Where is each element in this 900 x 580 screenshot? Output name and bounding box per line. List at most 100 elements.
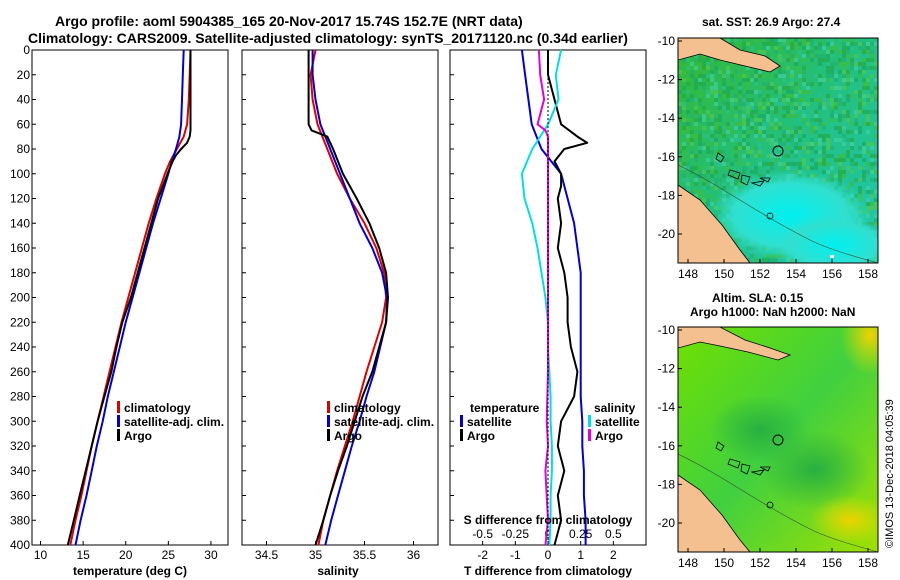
sst-pixel <box>838 94 842 98</box>
sst-pixel <box>846 50 850 54</box>
sst-pixel <box>746 110 750 114</box>
sst-pixel <box>810 50 814 54</box>
sst-pixel <box>842 86 846 90</box>
sst-pixel <box>838 138 842 142</box>
sst-pixel <box>754 82 758 86</box>
sst-pixel <box>814 142 818 146</box>
sst-pixel <box>698 138 702 142</box>
sst-pixel <box>766 102 770 106</box>
sst-pixel <box>830 170 834 174</box>
sst-pixel <box>830 154 834 158</box>
sst-pixel <box>742 98 746 102</box>
sst-pixel <box>746 162 750 166</box>
sst-pixel <box>862 150 866 154</box>
sst-pixel <box>738 126 742 130</box>
sst-pixel <box>770 154 774 158</box>
depth-tick-label: 400 <box>10 538 30 552</box>
sst-pixel <box>706 90 710 94</box>
sst-pixel <box>754 146 758 150</box>
sst-pixel <box>698 94 702 98</box>
depth-tick-label: 160 <box>10 241 30 255</box>
sst-pixel <box>730 162 734 166</box>
sst-pixel <box>822 106 826 110</box>
sst-pixel <box>850 158 854 162</box>
sst-pixel <box>822 98 826 102</box>
sst-pixel <box>702 70 706 74</box>
sst-pixel <box>842 46 846 50</box>
depth-axis: 0 20 40 60 80 100 120 140 160 180 200 220 240 260 280 3… <box>10 43 454 552</box>
sst-pixel <box>694 66 698 70</box>
sst-pixel <box>726 166 730 170</box>
sst-pixel <box>682 158 686 162</box>
sst-pixel <box>830 78 834 82</box>
sst-pixel <box>686 78 690 82</box>
sst-pixel <box>702 118 706 122</box>
sst-pixel <box>722 182 726 186</box>
sst-pixel <box>726 122 730 126</box>
sst-pixel <box>690 134 694 138</box>
sst-pixel <box>858 110 862 114</box>
sst-pixel <box>830 102 834 106</box>
sst-pixel <box>698 170 702 174</box>
sst-pixel <box>726 158 730 162</box>
sst-pixel <box>874 126 878 130</box>
sst-pixel <box>766 46 770 50</box>
sst-pixel <box>738 90 742 94</box>
sst-pixel <box>730 102 734 106</box>
sst-pixel <box>782 142 786 146</box>
sst-pixel <box>842 42 846 46</box>
sst-pixel <box>714 146 718 150</box>
lon-tick-label: 152 <box>750 267 770 281</box>
sst-pixel <box>702 198 706 202</box>
sst-pixel <box>718 130 722 134</box>
sst-pixel <box>702 126 706 130</box>
sst-pixel <box>730 174 734 178</box>
sst-pixel <box>698 82 702 86</box>
legend-swatch-s-argo <box>588 429 591 441</box>
sst-pixel <box>750 258 754 262</box>
sst-pixel <box>730 138 734 142</box>
sst-pixel <box>874 142 878 146</box>
sst-pixel <box>830 42 834 46</box>
sst-pixel <box>710 150 714 154</box>
sst-pixel <box>746 82 750 86</box>
sst-pixel <box>814 110 818 114</box>
sst-pixel <box>818 118 822 122</box>
sst-pixel <box>714 138 718 142</box>
sst-pixel <box>710 98 714 102</box>
lat-tick-label: -16 <box>658 439 676 453</box>
x-tick-label: 0 <box>545 548 552 562</box>
sst-pixel <box>822 170 826 174</box>
sst-pixel <box>858 106 862 110</box>
lon-tick-label: 148 <box>678 556 698 570</box>
lat-tick-label: -10 <box>658 34 676 48</box>
sst-pixel <box>682 162 686 166</box>
sst-pixel <box>854 110 858 114</box>
sst-pixel <box>790 94 794 98</box>
sst-pixel <box>798 138 802 142</box>
sst-pixel <box>842 142 846 146</box>
shelf-contour <box>678 164 878 263</box>
sst-pixel <box>710 78 714 82</box>
sst-pixel <box>702 146 706 150</box>
sst-pixel <box>774 150 778 154</box>
sst-pixel <box>810 138 814 142</box>
sst-pixel <box>870 94 874 98</box>
sst-pixel <box>710 166 714 170</box>
sst-pixel <box>690 166 694 170</box>
sst-pixel <box>858 166 862 170</box>
sst-pixel <box>814 114 818 118</box>
sst-pixel <box>862 82 866 86</box>
sst-pixel <box>830 114 834 118</box>
sst-pixel <box>798 150 802 154</box>
sst-map-title: sat. SST: 26.9 Argo: 27.4 <box>702 15 841 29</box>
sst-pixel <box>758 154 762 158</box>
sst-pixel <box>754 106 758 110</box>
sst-pixel <box>698 54 702 58</box>
sst-pixel <box>730 62 734 66</box>
sst-pixel <box>790 86 794 90</box>
sst-pixel <box>734 122 738 126</box>
sst-pixel <box>794 98 798 102</box>
sst-pixel <box>782 162 786 166</box>
sst-pixel <box>866 110 870 114</box>
